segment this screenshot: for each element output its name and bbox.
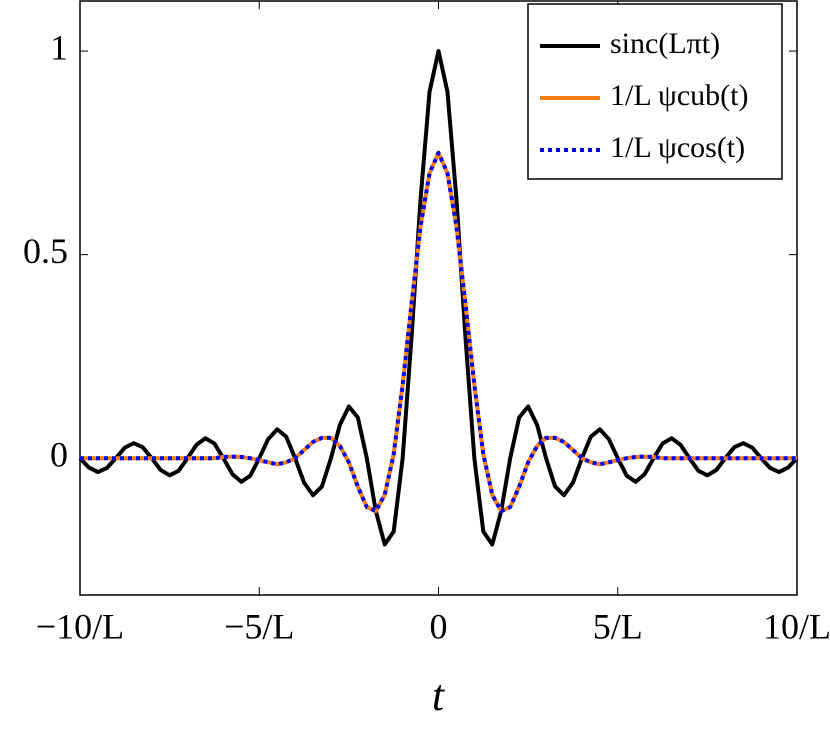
series-line <box>80 150 797 514</box>
x-tick-label: −5/L <box>224 606 294 646</box>
legend-label: sinc(Lπt) <box>610 27 720 60</box>
x-tick-label: 5/L <box>593 606 643 646</box>
series-line <box>78 49 799 547</box>
y-tick-label: 1 <box>50 27 68 67</box>
y-tick-label: 0.5 <box>23 231 68 271</box>
y-tick-label: 0 <box>50 434 68 474</box>
x-axis-label: t <box>432 671 446 720</box>
x-tick-label: 10/L <box>763 606 830 646</box>
legend-label: 1/L ψcos(t) <box>610 131 745 164</box>
legend-box <box>527 3 783 180</box>
x-tick-label: 0 <box>430 606 448 646</box>
x-tick-label: −10/L <box>36 606 124 646</box>
legend-label: 1/L ψcub(t) <box>610 79 748 112</box>
